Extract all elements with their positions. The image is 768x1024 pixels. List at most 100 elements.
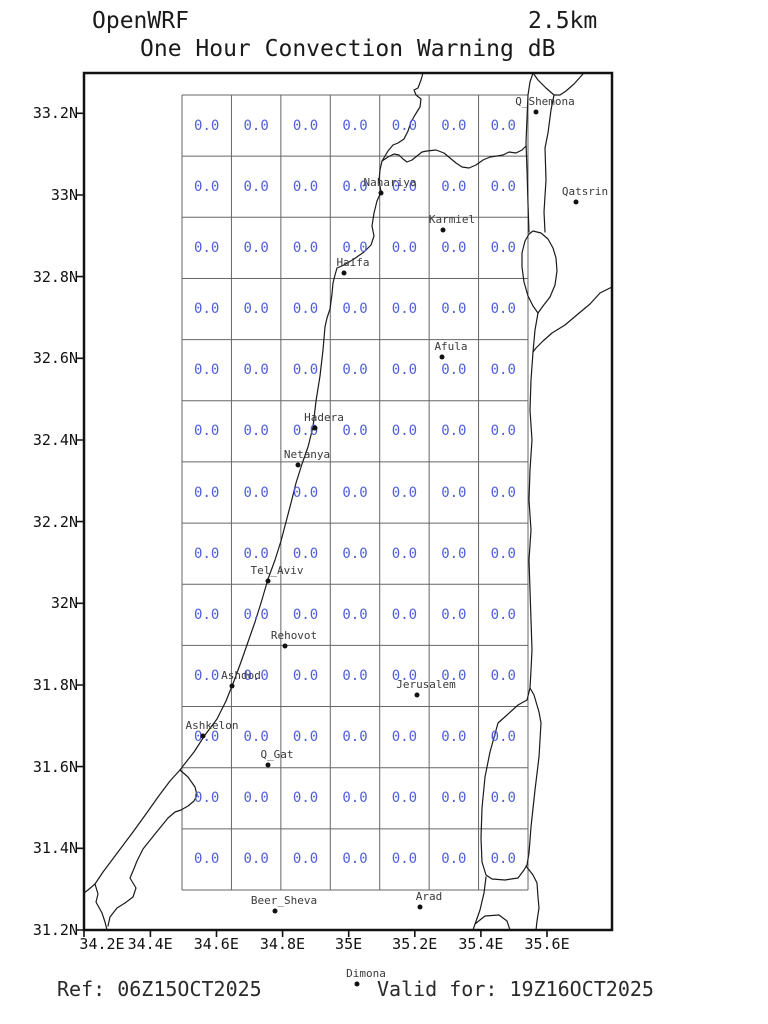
city-label: Arad	[415, 890, 443, 903]
lon-tick-label: 35.4E	[458, 935, 504, 953]
grid-value: 0.0	[342, 239, 368, 256]
grid-value: 0.0	[441, 851, 467, 868]
grid-value: 0.0	[292, 178, 319, 195]
grid-value: 0.0	[243, 117, 269, 134]
city-dot-icon	[341, 270, 347, 276]
grid-value: 0.0	[490, 790, 516, 807]
grid-value: 0.0	[342, 178, 368, 195]
lat-tick-label: 32.8N	[32, 267, 78, 286]
x-axis-ticks	[83, 930, 548, 937]
lon-tick-label: 34.6E	[193, 935, 239, 953]
golan-border-west	[525, 72, 534, 233]
grid-value: 0.0	[342, 729, 368, 746]
yarmouk-border	[532, 286, 613, 353]
city-label: Dimona	[346, 967, 386, 980]
city-dot-icon	[295, 462, 301, 468]
plot-title: One Hour Convection Warning dB	[140, 36, 556, 62]
grid-value: 0.0	[194, 790, 220, 807]
lat-tick-label: 32.2N	[32, 512, 78, 531]
lat-tick-label: 31.2N	[32, 921, 78, 939]
city-dot-icon	[378, 190, 384, 196]
grid-value: 0.0	[342, 851, 368, 868]
grid-value: 0.0	[292, 362, 319, 379]
grid-value: 0.0	[490, 484, 516, 501]
grid-value: 0.0	[194, 117, 220, 134]
grid-value: 0.0	[342, 423, 368, 440]
kinneret-lake	[521, 230, 558, 314]
city-dot-icon	[229, 683, 235, 689]
lon-tick-label: 34.8E	[259, 935, 306, 953]
grid-value: 0.0	[441, 545, 467, 562]
grid-value: 0.0	[243, 423, 269, 440]
grid-value: 0.0	[441, 362, 467, 379]
grid-value: 0.0	[194, 301, 220, 318]
grid-value: 0.0	[490, 667, 516, 684]
grid-value: 0.0	[194, 667, 220, 684]
grid-value: 0.0	[490, 545, 516, 562]
grid-value: 0.0	[391, 362, 418, 379]
jordan-river	[528, 312, 539, 689]
arava-border-west	[472, 876, 511, 931]
grid-value: 0.0	[342, 117, 368, 134]
city-dot-icon	[439, 354, 445, 360]
grid-value: 0.0	[391, 667, 418, 684]
grid-value: 0.0	[441, 606, 467, 623]
city-label: Jerusalem	[396, 678, 456, 691]
grid-value: 0.0	[490, 178, 516, 195]
grid-value: 0.0	[243, 851, 269, 868]
city-label: Netanya	[283, 448, 331, 461]
city-dot-icon	[533, 109, 539, 115]
city-dot-icon	[573, 199, 579, 205]
grid-value: 0.0	[194, 484, 220, 501]
grid-value: 0.0	[490, 423, 516, 440]
grid-value: 0.0	[194, 851, 220, 868]
golan-border-east	[543, 94, 555, 233]
grid-value: 0.0	[342, 606, 368, 623]
lon-tick-label: 34.2E	[79, 935, 125, 953]
reference-time: Ref: 06Z15OCT2025	[57, 977, 262, 1001]
grid-value: 0.0	[490, 301, 516, 318]
city-label: Qatsrin	[561, 185, 609, 198]
city-label: Rehovot	[270, 629, 318, 642]
grid-value: 0.0	[194, 362, 220, 379]
grid-value: 0.0	[243, 729, 269, 746]
city-dot-icon	[272, 908, 278, 914]
y-axis-ticks	[77, 112, 84, 931]
grid-value: 0.0	[243, 362, 269, 379]
city-label: Q_Gat	[260, 748, 294, 761]
grid-value: 0.0	[391, 178, 418, 195]
data-grid-lines	[181, 94, 529, 891]
lat-tick-label: 32.6N	[32, 349, 78, 368]
grid-value: 0.0	[490, 362, 516, 379]
grid-value: 0.0	[243, 301, 269, 318]
city-label: Ashdod	[221, 669, 261, 682]
grid-value: 0.0	[194, 545, 220, 562]
city-dot-icon	[312, 425, 318, 431]
golan-border-top	[532, 72, 584, 96]
grid-value: 0.0	[391, 729, 418, 746]
grid-value: 0.0	[342, 362, 368, 379]
grid-value: 0.0	[490, 606, 516, 623]
grid-value: 0.0	[490, 729, 516, 746]
city-dot-icon	[282, 643, 288, 649]
arava-border-east	[525, 865, 540, 931]
grid-value: 0.0	[292, 301, 319, 318]
grid-value: 0.0	[490, 851, 516, 868]
lat-tick-label: 33N	[50, 185, 78, 204]
city-label: Haifa	[336, 256, 370, 269]
grid-value: 0.0	[342, 484, 368, 501]
lat-tick-label: 32N	[50, 594, 78, 613]
grid-value: 0.0	[391, 606, 418, 623]
grid-value: 0.0	[391, 117, 418, 134]
city-label: Hadera	[304, 411, 344, 424]
grid-value: 0.0	[194, 729, 220, 746]
grid-value: 0.0	[292, 667, 319, 684]
grid-value: 0.0	[194, 423, 220, 440]
city-dot-icon	[354, 981, 360, 987]
lon-tick-label: 35E	[335, 935, 363, 953]
lat-tick-label: 32.4N	[32, 430, 78, 449]
city-dot-icon	[417, 904, 423, 910]
city-label: Q_Shemona	[515, 95, 575, 108]
